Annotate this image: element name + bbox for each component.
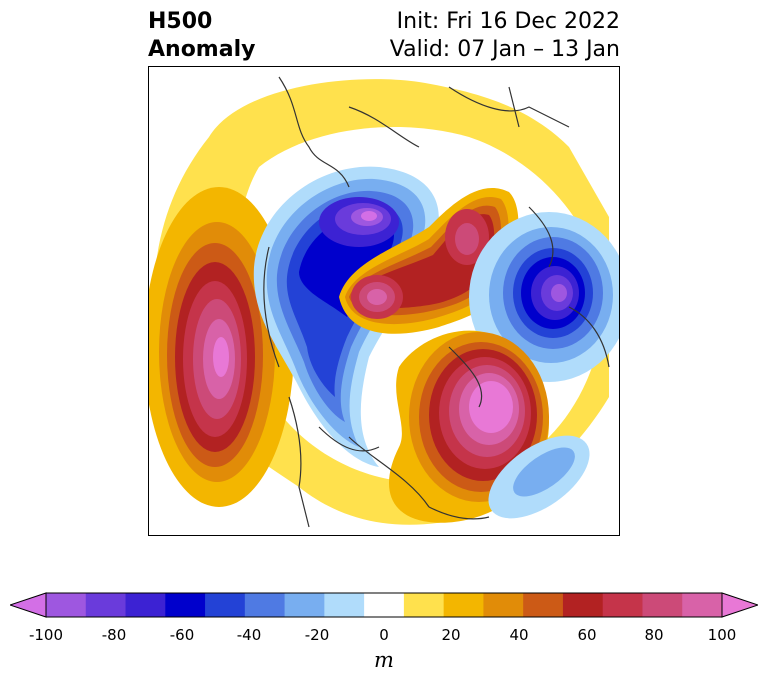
tick-label: 0 [379, 626, 389, 644]
atlantic-trough [488, 435, 590, 519]
colorbar [10, 592, 758, 618]
colorbar-segment [523, 593, 564, 617]
title-variable: H500 [148, 9, 213, 34]
colorbar-unit: m [374, 648, 394, 672]
colorbar-segment [642, 593, 683, 617]
tick-label: -20 [304, 626, 330, 644]
colorbar-extend-min [10, 592, 47, 618]
colorbar-segment [324, 593, 365, 617]
colorbar-segment [284, 593, 325, 617]
map-canvas [149, 76, 619, 528]
colorbar-segment [125, 593, 166, 617]
colorbar-segment [364, 593, 405, 617]
colorbar-segment [85, 593, 127, 617]
colorbar-segment [443, 593, 484, 617]
colorbar-segment [562, 593, 604, 617]
coastlines [263, 76, 610, 528]
tick-label: 80 [644, 626, 664, 644]
colorbar-segment [602, 593, 643, 617]
anomaly-map [148, 66, 620, 536]
colorbar-segment [165, 593, 206, 617]
tick-label: 40 [509, 626, 529, 644]
tick-label: -60 [169, 626, 195, 644]
tick-label: -40 [236, 626, 262, 644]
colorbar-segment [682, 593, 723, 617]
title-anomaly: Anomaly [148, 37, 256, 62]
tick-label: 20 [441, 626, 461, 644]
map-dates: Init: Fri 16 Dec 2022 Valid: 07 Jan – 13… [390, 8, 620, 64]
tick-label: -100 [28, 626, 64, 644]
colorbar-extend-max [721, 592, 758, 618]
tick-label: -80 [101, 626, 127, 644]
valid-range: Valid: 07 Jan – 13 Jan [389, 37, 620, 62]
colorbar-segment [403, 593, 445, 617]
colorbar-segment [46, 593, 87, 617]
siberian-trough [253, 166, 439, 467]
map-title: H500 Anomaly [148, 8, 255, 64]
tick-label: 100 [707, 626, 737, 644]
colorbar-frame [45, 592, 723, 618]
init-date: Init: Fri 16 Dec 2022 [396, 9, 620, 34]
colorbar-segment [205, 593, 246, 617]
colorbar-segment [244, 593, 286, 617]
tick-label: 60 [577, 626, 597, 644]
colorbar-segment [483, 593, 524, 617]
